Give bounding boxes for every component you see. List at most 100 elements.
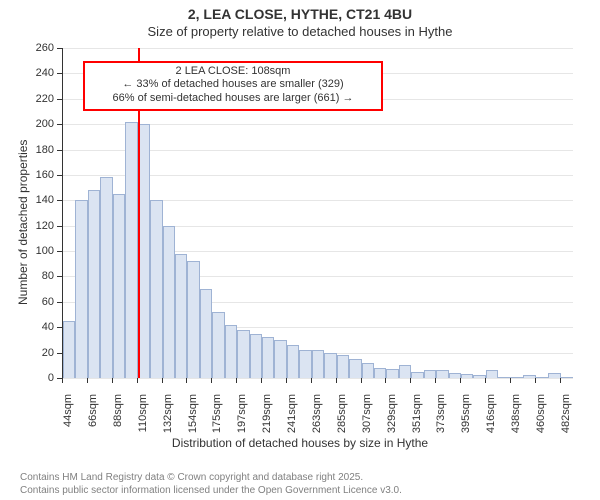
histogram-bar <box>374 368 386 378</box>
x-tick-mark <box>162 378 163 383</box>
histogram-bar <box>511 377 523 378</box>
x-tick-label: 307sqm <box>361 394 373 494</box>
x-tick-label: 110sqm <box>137 394 149 494</box>
x-tick-label: 482sqm <box>560 394 572 494</box>
y-tick-label: 120 <box>26 220 54 232</box>
x-tick-label: 395sqm <box>460 394 472 494</box>
y-tick-label: 60 <box>26 296 54 308</box>
x-tick-mark <box>261 378 262 383</box>
x-tick-label: 460sqm <box>535 394 547 494</box>
x-tick-label: 241sqm <box>286 394 298 494</box>
y-tick-mark <box>57 200 62 201</box>
x-tick-label: 66sqm <box>87 394 99 494</box>
histogram-bar <box>250 334 262 378</box>
histogram-bar <box>424 370 436 378</box>
histogram-bar <box>324 353 336 378</box>
histogram-bar <box>63 321 75 378</box>
chart-title-line2: Size of property relative to detached ho… <box>0 24 600 39</box>
histogram-bar <box>113 194 125 378</box>
x-tick-label: 438sqm <box>510 394 522 494</box>
callout-box: 2 LEA CLOSE: 108sqm← 33% of detached hou… <box>83 61 383 112</box>
chart-title-line1: 2, LEA CLOSE, HYTHE, CT21 4BU <box>0 6 600 22</box>
y-tick-mark <box>57 302 62 303</box>
x-tick-label: 285sqm <box>336 394 348 494</box>
y-tick-mark <box>57 327 62 328</box>
y-tick-mark <box>57 48 62 49</box>
histogram-bar <box>486 370 498 378</box>
y-tick-label: 80 <box>26 270 54 282</box>
x-tick-mark <box>361 378 362 383</box>
histogram-bar <box>163 226 175 378</box>
x-tick-mark <box>510 378 511 383</box>
histogram-bar <box>536 377 548 378</box>
callout-line: 2 LEA CLOSE: 108sqm <box>89 65 377 79</box>
x-tick-mark <box>286 378 287 383</box>
histogram-bar <box>175 254 187 378</box>
x-tick-mark <box>435 378 436 383</box>
y-tick-mark <box>57 124 62 125</box>
y-tick-label: 0 <box>26 372 54 384</box>
histogram-bar <box>312 350 324 378</box>
x-tick-label: 329sqm <box>386 394 398 494</box>
histogram-bar <box>225 325 237 378</box>
callout-line: ← 33% of detached houses are smaller (32… <box>89 78 377 92</box>
x-tick-label: 175sqm <box>211 394 223 494</box>
histogram-bar <box>362 363 374 378</box>
x-tick-label: 219sqm <box>261 394 273 494</box>
x-tick-mark <box>460 378 461 383</box>
y-tick-label: 160 <box>26 169 54 181</box>
x-tick-mark <box>336 378 337 383</box>
histogram-bar <box>287 345 299 378</box>
x-tick-label: 88sqm <box>112 394 124 494</box>
y-tick-label: 200 <box>26 118 54 130</box>
x-tick-label: 132sqm <box>162 394 174 494</box>
y-tick-mark <box>57 251 62 252</box>
y-tick-label: 240 <box>26 67 54 79</box>
histogram-bar <box>200 289 212 378</box>
histogram-bar <box>461 374 473 378</box>
y-tick-label: 40 <box>26 321 54 333</box>
y-tick-label: 220 <box>26 93 54 105</box>
x-tick-mark <box>535 378 536 383</box>
histogram-bar <box>274 340 286 378</box>
histogram-bar <box>75 200 87 378</box>
y-tick-mark <box>57 150 62 151</box>
x-tick-label: 263sqm <box>311 394 323 494</box>
x-tick-mark <box>211 378 212 383</box>
x-tick-label: 351sqm <box>411 394 423 494</box>
x-tick-mark <box>112 378 113 383</box>
y-tick-mark <box>57 353 62 354</box>
y-tick-mark <box>57 73 62 74</box>
histogram-bar <box>411 372 423 378</box>
x-tick-mark <box>137 378 138 383</box>
x-tick-mark <box>385 378 386 383</box>
x-tick-label: 44sqm <box>62 394 74 494</box>
histogram-bar <box>187 261 199 378</box>
x-tick-label: 197sqm <box>236 394 248 494</box>
histogram-bar <box>237 330 249 378</box>
x-tick-label: 373sqm <box>435 394 447 494</box>
y-tick-label: 20 <box>26 347 54 359</box>
x-tick-label: 154sqm <box>187 394 199 494</box>
y-tick-label: 100 <box>26 245 54 257</box>
y-tick-mark <box>57 226 62 227</box>
y-tick-mark <box>57 175 62 176</box>
histogram-bar <box>337 355 349 378</box>
x-tick-mark <box>560 378 561 383</box>
x-tick-mark <box>87 378 88 383</box>
y-tick-label: 260 <box>26 42 54 54</box>
x-tick-mark <box>485 378 486 383</box>
histogram-bar <box>436 370 448 378</box>
chart-container: 2, LEA CLOSE, HYTHE, CT21 4BU Size of pr… <box>0 0 600 500</box>
y-tick-label: 140 <box>26 194 54 206</box>
histogram-bar <box>125 122 137 378</box>
y-tick-mark <box>57 99 62 100</box>
x-tick-mark <box>62 378 63 383</box>
histogram-bar <box>212 312 224 378</box>
histogram-bar <box>150 200 162 378</box>
histogram-bar <box>399 365 411 378</box>
y-tick-mark <box>57 276 62 277</box>
histogram-bar <box>262 337 274 378</box>
x-tick-mark <box>311 378 312 383</box>
histogram-bar <box>88 190 100 378</box>
